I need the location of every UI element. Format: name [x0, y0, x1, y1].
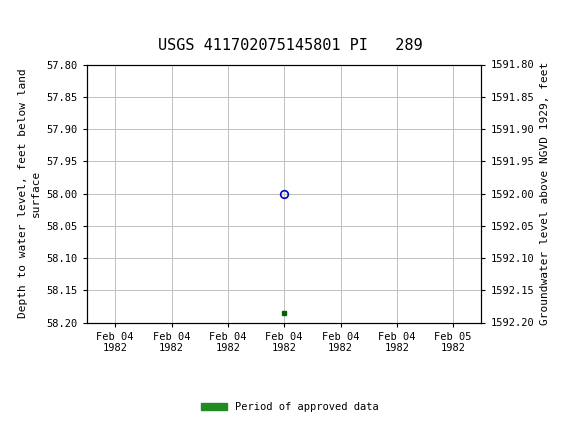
Text: ≡USGS: ≡USGS: [9, 10, 85, 29]
Legend: Period of approved data: Period of approved data: [197, 398, 383, 416]
Y-axis label: Groundwater level above NGVD 1929, feet: Groundwater level above NGVD 1929, feet: [540, 62, 550, 325]
Y-axis label: Depth to water level, feet below land
surface: Depth to water level, feet below land su…: [18, 69, 41, 318]
Text: USGS 411702075145801 PI   289: USGS 411702075145801 PI 289: [158, 38, 422, 52]
